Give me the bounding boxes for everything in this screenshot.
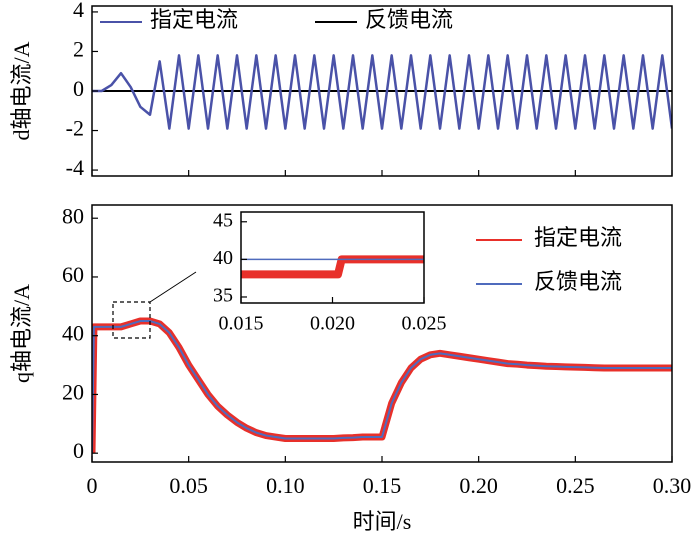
legend-label: 反馈电流 xyxy=(365,7,453,32)
y-tick-label: 4 xyxy=(73,0,84,22)
y-tick-label: 0 xyxy=(73,438,84,463)
y-axis-label: q轴电流/A xyxy=(9,284,34,383)
y-tick-label: 60 xyxy=(62,262,84,287)
legend-label: 反馈电流 xyxy=(534,269,622,294)
x-tick-label: 0.015 xyxy=(219,313,264,335)
x-tick-label: 0.25 xyxy=(556,473,595,498)
x-tick-label: 0.20 xyxy=(459,473,498,498)
y-tick-label: 2 xyxy=(73,37,84,62)
x-tick-label: 0 xyxy=(87,473,98,498)
data-line xyxy=(92,320,672,454)
y-tick-label: 80 xyxy=(62,203,84,228)
series-group xyxy=(92,54,672,130)
y-tick-label: 20 xyxy=(62,379,84,404)
x-tick-label: 0.30 xyxy=(653,473,692,498)
legend-label: 指定电流 xyxy=(150,7,238,32)
x-tick-label: 0.025 xyxy=(402,313,447,335)
y-tick-label: -2 xyxy=(66,116,84,141)
y-tick-label: 45 xyxy=(213,209,233,231)
y-tick-label: 0 xyxy=(73,76,84,101)
y-tick-label: -4 xyxy=(66,155,84,180)
series-group xyxy=(92,317,672,454)
data-line xyxy=(92,54,672,130)
y-tick-label: 40 xyxy=(62,321,84,346)
legend-label: 指定电流 xyxy=(534,225,622,250)
x-tick-label: 0.10 xyxy=(266,473,305,498)
y-axis-label: d轴电流/A xyxy=(9,41,34,140)
zoom-leader xyxy=(149,271,197,303)
zoom-region xyxy=(112,301,151,339)
x-tick-label: 0.15 xyxy=(363,473,402,498)
x-tick-label: 0.020 xyxy=(310,313,355,335)
x-axis-label: 时间/s xyxy=(353,509,412,534)
y-tick-label: 40 xyxy=(213,247,233,269)
series-group xyxy=(241,255,424,279)
x-tick-label: 0.05 xyxy=(169,473,208,498)
y-tick-label: 35 xyxy=(213,285,233,307)
